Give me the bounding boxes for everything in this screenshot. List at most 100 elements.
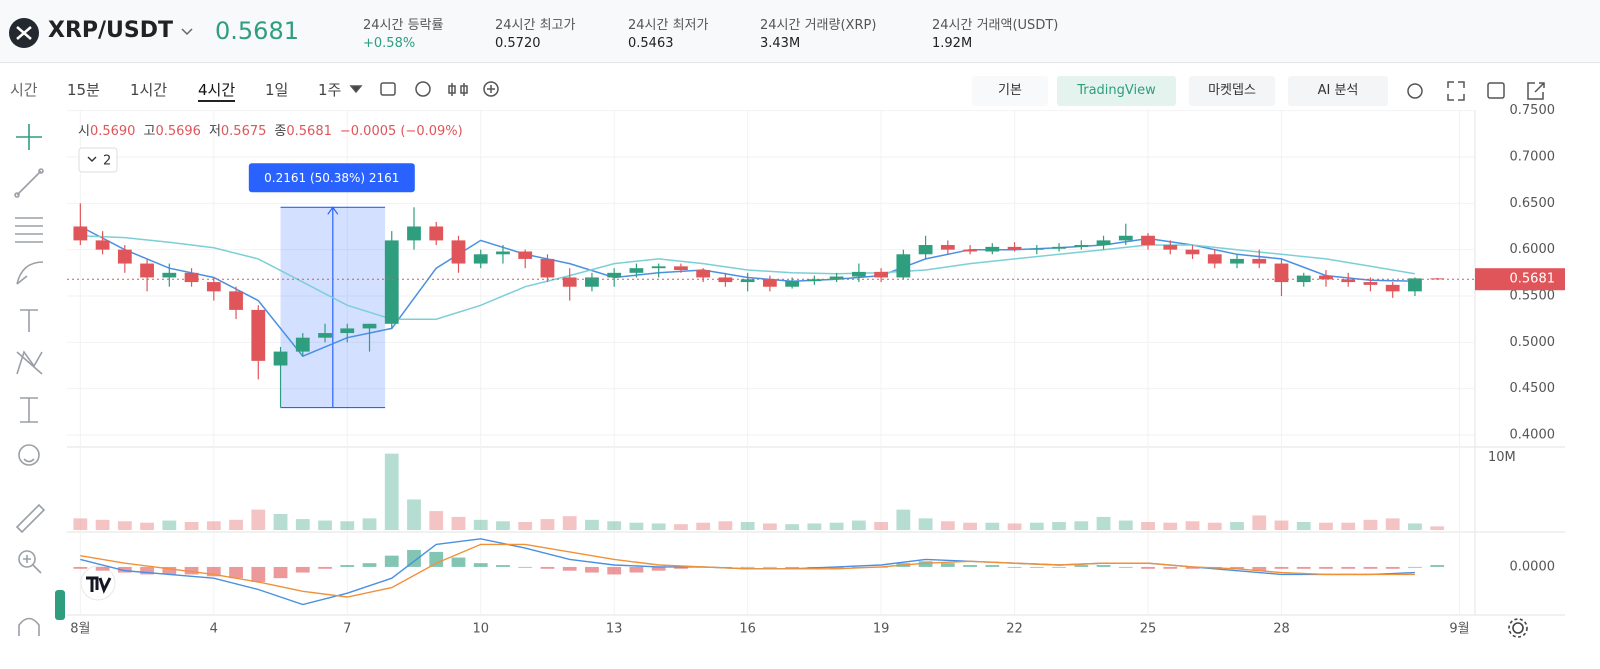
indicator-toggle[interactable] bbox=[78, 147, 118, 173]
macd-histogram-bar bbox=[1230, 566, 1244, 569]
volume-bar bbox=[429, 511, 444, 530]
candle-body bbox=[318, 333, 332, 338]
candle-body bbox=[1252, 258, 1267, 264]
y-tick-label: 0.6500 bbox=[1510, 196, 1556, 211]
add-icon bbox=[483, 81, 499, 97]
volume-bar bbox=[407, 499, 421, 530]
volume-bar bbox=[1319, 522, 1333, 530]
candle-body bbox=[785, 281, 800, 287]
measure-label: 0.2161 (50.38%) 2161 bbox=[264, 171, 399, 185]
macd-histogram-bar bbox=[762, 566, 777, 568]
candle-body bbox=[1074, 245, 1089, 247]
candle-body bbox=[1230, 258, 1244, 264]
candle-body bbox=[562, 277, 577, 287]
volume-bar bbox=[117, 521, 132, 530]
interval-tab[interactable]: 4시간 bbox=[198, 79, 236, 102]
candle-body bbox=[1118, 235, 1133, 241]
stat-label: 24시간 거래액(USDT) bbox=[932, 18, 1059, 33]
candle-body bbox=[229, 291, 243, 310]
volume-bar bbox=[318, 520, 332, 530]
volume-bar bbox=[95, 519, 110, 530]
volume-bar bbox=[585, 519, 599, 530]
volume-bar bbox=[629, 522, 644, 530]
candle-body bbox=[1141, 235, 1155, 246]
candle-body bbox=[762, 279, 777, 287]
legend-change: −0.0005 (−0.09%) bbox=[340, 124, 463, 139]
candle-body bbox=[1029, 248, 1044, 250]
interval-tab[interactable]: 15분 bbox=[67, 81, 100, 99]
legend-value: 0.5681 bbox=[286, 124, 332, 139]
stat-value: 0.5463 bbox=[628, 36, 674, 51]
y-tick-label: 0.4500 bbox=[1510, 381, 1556, 396]
candle-body bbox=[696, 270, 711, 278]
volume-bar bbox=[785, 524, 800, 530]
view-button[interactable]: TradingView bbox=[1057, 76, 1176, 106]
price: 0.5681 bbox=[215, 17, 299, 45]
x-tick-label: 25 bbox=[1140, 622, 1157, 637]
macd-histogram-bar bbox=[1252, 566, 1267, 571]
candle-body bbox=[206, 282, 221, 292]
candle-body bbox=[874, 271, 888, 278]
macd-histogram-bar bbox=[674, 566, 688, 569]
volume-bar bbox=[229, 519, 243, 530]
x-tick-label: 10 bbox=[472, 622, 489, 637]
interval-tab[interactable]: 1주 bbox=[318, 81, 342, 99]
dropdown-icon bbox=[349, 85, 363, 94]
coin-logo bbox=[9, 18, 39, 48]
macd-histogram-bar bbox=[407, 550, 421, 567]
view-button[interactable]: 기본 bbox=[972, 76, 1048, 106]
legend-value: 0.5696 bbox=[155, 124, 201, 139]
view-button[interactable]: 마켓뎁스 bbox=[1189, 76, 1275, 106]
volume-bar bbox=[1096, 516, 1111, 530]
x-tick-label: 9월 bbox=[1449, 622, 1469, 637]
volume-bar bbox=[1007, 523, 1022, 530]
volume-bar bbox=[540, 519, 555, 530]
macd-histogram-bar bbox=[1007, 566, 1022, 568]
candle-body bbox=[384, 240, 399, 324]
panel-toggle[interactable] bbox=[55, 590, 65, 620]
view-button[interactable]: AI 분석 bbox=[1288, 76, 1388, 106]
candle-body bbox=[429, 226, 444, 241]
volume-bar bbox=[851, 520, 866, 530]
settings-icon[interactable] bbox=[1508, 618, 1528, 638]
candle-body bbox=[340, 328, 355, 334]
indicator-icon bbox=[415, 81, 431, 97]
candle-body bbox=[407, 226, 421, 241]
stat-label: 24시간 등락률 bbox=[363, 18, 444, 33]
macd-histogram-bar bbox=[251, 566, 266, 582]
symbol-dropdown[interactable] bbox=[180, 26, 194, 38]
macd-histogram-bar bbox=[985, 565, 1000, 567]
candle-body bbox=[674, 266, 688, 271]
stat-value: 1.92M bbox=[932, 36, 973, 51]
macd-histogram-bar bbox=[184, 566, 199, 575]
volume-bar bbox=[1207, 522, 1222, 530]
macd-histogram-bar bbox=[1185, 566, 1200, 569]
macd-histogram-bar bbox=[273, 566, 288, 579]
volume-bar bbox=[1341, 522, 1356, 530]
tv-logo-mark bbox=[86, 576, 112, 594]
symbol[interactable]: XRP/USDT bbox=[48, 18, 174, 43]
moving-average bbox=[80, 235, 1416, 320]
macd-histogram-bar bbox=[940, 563, 955, 567]
candle-icon bbox=[448, 83, 468, 96]
measure-label-box bbox=[248, 163, 415, 193]
volume-bar bbox=[740, 522, 755, 530]
toolbar-icons bbox=[349, 81, 1545, 101]
volume-bar bbox=[273, 514, 288, 530]
legend-value: 0.5675 bbox=[221, 124, 267, 139]
interval-tab[interactable]: 1일 bbox=[265, 81, 289, 99]
fullscreen-icon bbox=[1447, 81, 1465, 101]
candle-body bbox=[1207, 254, 1222, 264]
stat-value: 3.43M bbox=[760, 36, 801, 51]
interval-tab[interactable]: 1시간 bbox=[130, 81, 168, 99]
macd-histogram-bar bbox=[963, 565, 977, 567]
candle-body bbox=[1385, 284, 1400, 292]
y-tick-label: 0.5000 bbox=[1510, 335, 1556, 350]
macd-histogram-bar bbox=[1430, 565, 1445, 567]
macd-histogram-bar bbox=[362, 563, 377, 567]
legend-value: 0.5690 bbox=[90, 124, 136, 139]
macd-histogram-bar bbox=[1141, 566, 1155, 569]
candle-body bbox=[718, 277, 733, 283]
macd-histogram-bar bbox=[562, 566, 577, 571]
macd-histogram-bar bbox=[73, 566, 88, 569]
